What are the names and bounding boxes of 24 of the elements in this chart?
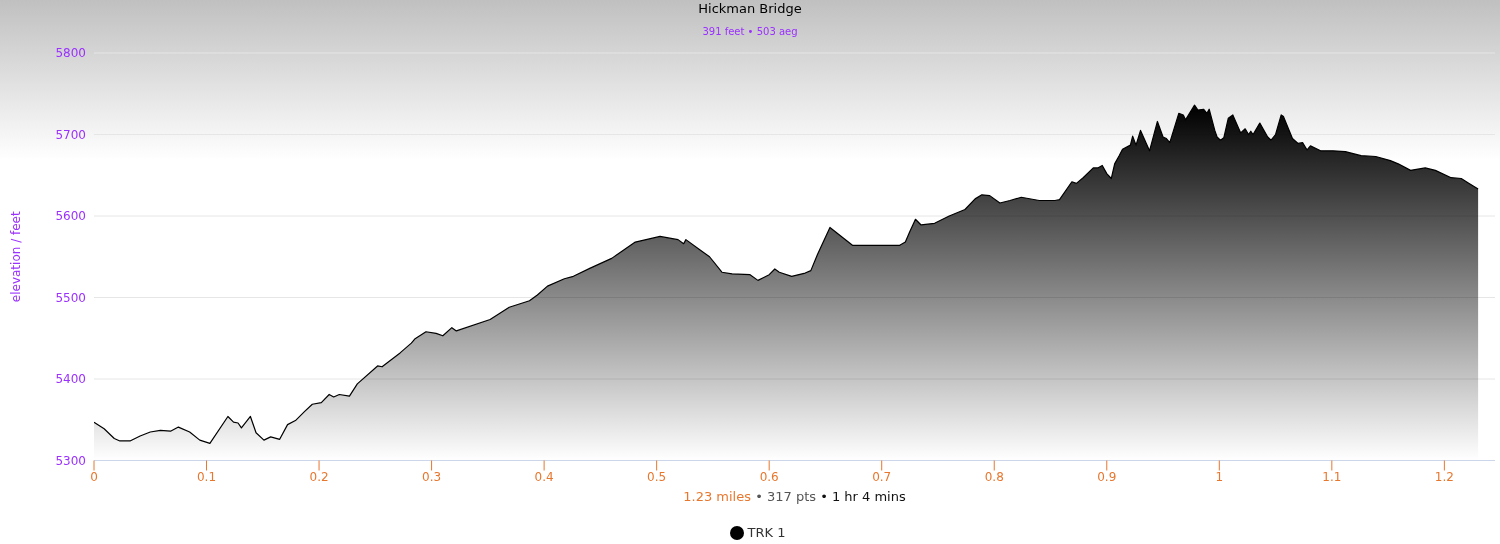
legend-label: TRK 1 (747, 524, 786, 540)
y-tick-label: 5400 (55, 372, 86, 387)
y-tick-label: 5700 (55, 127, 86, 142)
x-tick-label: 0.1 (196, 470, 217, 485)
x-tick-label: 0.4 (534, 470, 554, 485)
x-tick-label: 1.1 (1322, 470, 1342, 485)
x-axis-title: 1.23 miles • 317 pts • 1 hr 4 mins (683, 488, 906, 504)
x-tick-label: 0.2 (309, 470, 329, 485)
y-tick-label: 5600 (55, 209, 86, 224)
chart-subtitle: 391 feet • 503 aeg (701, 26, 799, 37)
x-tick-label: 0 (90, 470, 98, 485)
x-tick-label: 0.3 (422, 470, 442, 485)
x-tick-label: 0.9 (1097, 470, 1117, 485)
x-tick-label: 0.5 (647, 470, 667, 485)
x-tick-label: 0.7 (872, 470, 892, 485)
y-axis-title: elevation / feet (9, 211, 24, 303)
x-tick-label: 1.2 (1434, 470, 1454, 485)
chart-title: Hickman Bridge (697, 1, 803, 16)
x-tick-label: 0.6 (759, 470, 779, 485)
y-tick-label: 5300 (55, 453, 86, 468)
y-tick-label: 5500 (55, 290, 86, 305)
y-tick-label: 5800 (55, 46, 86, 61)
x-tick-label: 0.8 (984, 470, 1004, 485)
x-tick-label: 1 (1215, 470, 1224, 485)
